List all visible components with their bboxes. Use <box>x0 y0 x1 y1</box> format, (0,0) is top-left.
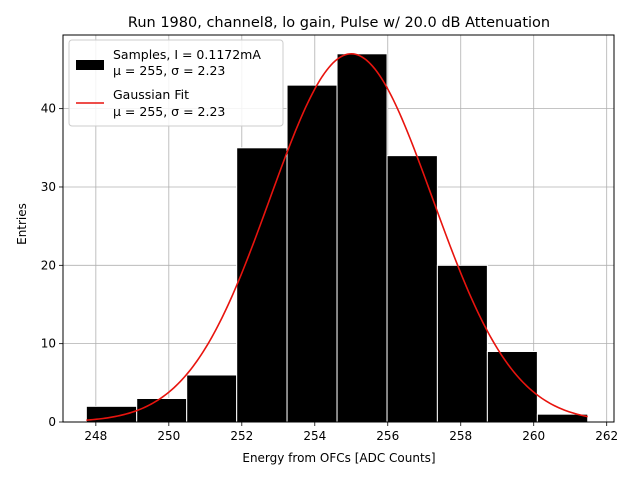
x-tick-label: 262 <box>595 429 618 443</box>
x-tick-label: 248 <box>84 429 107 443</box>
y-tick-label: 10 <box>41 337 56 351</box>
x-tick-label: 256 <box>376 429 399 443</box>
y-tick-label: 40 <box>41 102 56 116</box>
x-tick-label: 254 <box>303 429 326 443</box>
legend-fit-label: Gaussian Fit <box>113 87 189 102</box>
histogram-bar <box>236 147 288 423</box>
legend-samples-label: Samples, I = 0.1172mA <box>113 47 261 62</box>
legend: Samples, I = 0.1172mA μ = 255, σ = 2.23 … <box>68 39 284 127</box>
histogram-bar <box>136 397 188 423</box>
y-tick-label: 0 <box>48 415 56 429</box>
histogram-bar <box>186 374 238 423</box>
y-tick-label: 20 <box>41 258 56 272</box>
y-axis-ticks: 0 10 20 30 40 <box>41 102 63 429</box>
legend-fit-stats: μ = 255, σ = 2.23 <box>113 104 225 119</box>
axes-frame <box>62 34 615 423</box>
x-tick-label: 250 <box>157 429 180 443</box>
y-tick-label: 30 <box>41 180 56 194</box>
histogram-bar <box>436 264 488 423</box>
chart-title: Run 1980, channel8, lo gain, Pulse w/ 20… <box>128 15 550 31</box>
y-axis-label: Entries <box>15 203 29 245</box>
legend-samples-swatch <box>76 60 104 70</box>
legend-box <box>68 39 284 127</box>
x-axis-ticks: 248 250 252 254 256 258 260 262 <box>84 422 618 443</box>
histogram-bars <box>85 53 589 423</box>
gaussian-fit-curve <box>86 53 588 421</box>
legend-samples-stats: μ = 255, σ = 2.23 <box>113 63 225 78</box>
histogram-bar <box>486 350 538 423</box>
x-axis-label: Energy from OFCs [ADC Counts] <box>242 451 435 465</box>
histogram-bar <box>286 84 338 423</box>
x-tick-label: 258 <box>449 429 472 443</box>
x-tick-label: 260 <box>522 429 545 443</box>
histogram-bar <box>336 53 388 423</box>
histogram-bar <box>386 155 438 423</box>
x-tick-label: 252 <box>230 429 253 443</box>
